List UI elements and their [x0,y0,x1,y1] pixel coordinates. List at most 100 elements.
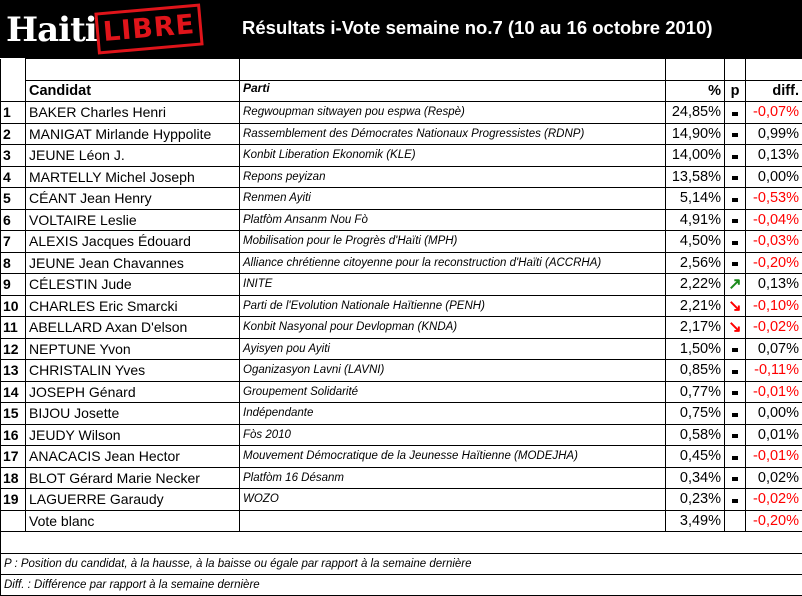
rank: 13 [0,359,26,382]
col-pct: % [665,79,725,102]
equal-dash-icon [732,154,738,159]
equal-dash-icon [732,348,738,353]
candidate-name: CÉLESTIN Jude [25,273,240,296]
party [239,509,666,532]
rank: 17 [0,445,26,468]
rank [0,509,26,532]
rank: 19 [0,488,26,511]
rank: 7 [0,230,26,253]
position-cell [724,230,746,253]
rank: 12 [0,337,26,360]
position-cell [724,445,746,468]
page-header: Haiti LIBRE Résultats i-Vote semaine no.… [0,0,802,58]
party: WOZO [239,488,666,511]
party: Regwoupman sitwayen pou espwa (Respè) [239,101,666,124]
party: INITE [239,273,666,296]
candidate-row: 19 LAGUERRE Garaudy WOZO 0,23% -0,02% [0,488,802,511]
percentage: 14,00% [665,144,725,167]
position-cell [724,122,746,145]
footnote: P : Position du candidat, à la hausse, à… [0,552,802,575]
spacer-cell [0,531,802,554]
footnote: Diff. : Différence par rapport à la sema… [0,573,802,596]
equal-dash-icon [732,262,738,267]
percentage: 2,17% [665,316,725,339]
candidate-row: 10 CHARLES Eric Smarcki Parti de l'Evoluti… [0,294,802,317]
candidate-name: CÉANT Jean Henry [25,187,240,210]
col-parti: Parti [239,79,666,102]
difference: 0,02% [745,466,802,489]
party: Rassemblement des Démocrates Nationaux P… [239,122,666,145]
candidate-name: NEPTUNE Yvon [25,337,240,360]
rank: 9 [0,273,26,296]
position-cell [724,187,746,210]
candidate-row: 16 JEUDY Wilson Fòs 2010 0,58% 0,01% [0,423,802,446]
difference: 0,13% [745,144,802,167]
party: Repons peyizan [239,165,666,188]
percentage: 14,90% [665,122,725,145]
equal-dash-icon [732,477,738,482]
difference: -0,07% [745,101,802,124]
candidate-name: BIJOU Josette [25,402,240,425]
candidate-row: 13 CHRISTALIN Yves Oganizasyon Lavni (LAVN… [0,359,802,382]
position-cell [724,101,746,124]
difference: 0,13% [745,273,802,296]
equal-dash-icon [732,391,738,396]
equal-dash-icon [732,240,738,245]
candidate-row: 3 JEUNE Léon J. Konbit Liberation Ekonomik… [0,144,802,167]
rank: 2 [0,122,26,145]
position-cell [724,402,746,425]
candidate-name: JEUNE Jean Chavannes [25,251,240,274]
percentage: 0,34% [665,466,725,489]
difference: 0,00% [745,402,802,425]
logo-haiti: Haiti [6,10,98,50]
position-cell [724,509,746,532]
percentage: 13,58% [665,165,725,188]
candidate-name: ALEXIS Jacques Édouard [25,230,240,253]
percentage: 0,45% [665,445,725,468]
party: Ayisyen pou Ayiti [239,337,666,360]
col-candidat: Candidat [25,79,240,102]
candidate-row: 14 JOSEPH Génard Groupement Solidarité 0,77… [0,380,802,403]
rank: 6 [0,208,26,231]
difference: -0,11% [745,359,802,382]
spacer-row [0,531,802,554]
equal-dash-icon [732,219,738,224]
party: Fòs 2010 [239,423,666,446]
candidate-name: CHRISTALIN Yves [25,359,240,382]
rank: 8 [0,251,26,274]
percentage: 0,85% [665,359,725,382]
position-cell: ↗ [724,273,746,296]
col-p: p [724,79,746,102]
party: Mobilisation pour le Progrès d'Haïti (MP… [239,230,666,253]
difference: -0,01% [745,445,802,468]
equal-dash-icon [732,455,738,460]
rank: 5 [0,187,26,210]
party: Mouvement Démocratique de la Jeunesse Ha… [239,445,666,468]
candidate-row: 17 ANACACIS Jean Hector Mouvement Démocrat… [0,445,802,468]
candidate-name: VOLTAIRE Leslie [25,208,240,231]
party: Indépendante [239,402,666,425]
candidate-name: CHARLES Eric Smarcki [25,294,240,317]
candidate-row: 4 MARTELLY Michel Joseph Repons peyizan 13,… [0,165,802,188]
candidate-name: JEUDY Wilson [25,423,240,446]
page-title: Résultats i-Vote semaine no.7 (10 au 16 … [242,17,713,38]
arrow-down-icon: ↘ [728,319,742,337]
difference: 0,00% [745,165,802,188]
rank: 10 [0,294,26,317]
candidate-row: 18 BLOT Gérard Marie Necker Platfòm 16 Dés… [0,466,802,489]
difference: -0,01% [745,380,802,403]
candidate-name: MARTELLY Michel Joseph [25,165,240,188]
difference: -0,03% [745,230,802,253]
vote-blanc-row: Vote blanc 3,49% -0,20% [0,509,802,532]
candidate-name: BLOT Gérard Marie Necker [25,466,240,489]
equal-dash-icon [732,176,738,181]
party: Platfòm 16 Désanm [239,466,666,489]
candidate-row: 2 MANIGAT Mirlande Hyppolite Rassemblement… [0,122,802,145]
difference: -0,20% [745,251,802,274]
equal-dash-icon [732,369,738,374]
candidate-row: 8 JEUNE Jean Chavannes Alliance chrétienne… [0,251,802,274]
percentage: 1,50% [665,337,725,360]
results-table: Candidat Parti % p diff. 1 BAKER Charles … [0,58,802,596]
footnote-row: P : Position du candidat, à la hausse, à… [0,552,802,575]
arrow-up-icon: ↗ [728,276,742,294]
